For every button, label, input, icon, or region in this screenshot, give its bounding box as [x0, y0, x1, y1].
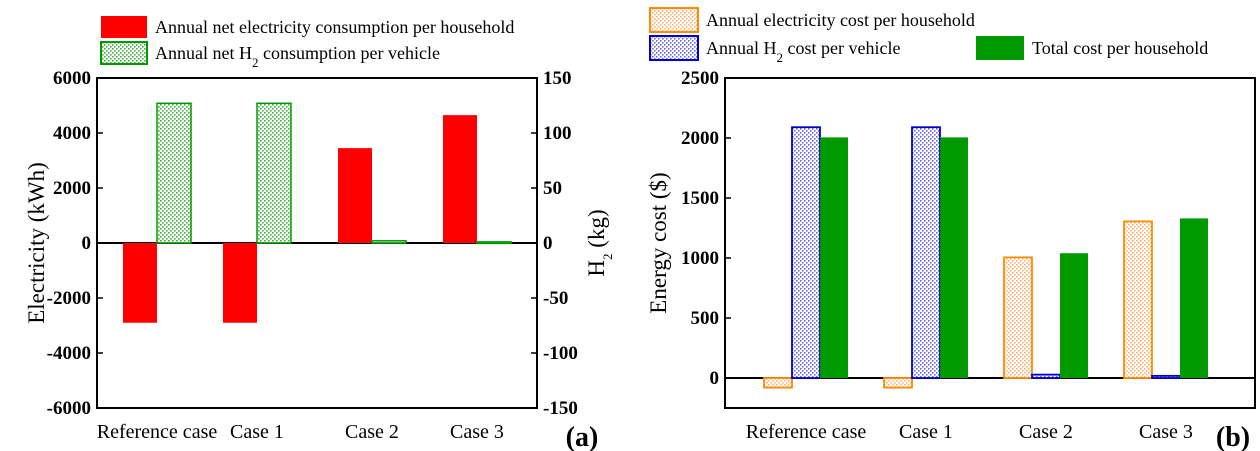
- chart-b-legend-swatch: [649, 7, 699, 33]
- chart-b-y-tick-label: 1000: [681, 248, 719, 269]
- chart-a-bars: [97, 102, 537, 323]
- chart-b-bar-case-2-h2: [1031, 373, 1061, 379]
- chart-b-bar-reference-case-total: [820, 137, 848, 378]
- chart-a-y-tick-label: 4000: [53, 123, 91, 144]
- chart-a-y-axis: -6000 -4000 -2000 0 2000 4000 6000: [47, 68, 103, 419]
- chart-a-y2-tick-label: 0: [543, 233, 553, 254]
- chart-b-legend-label: Annual electricity cost per household: [706, 10, 975, 30]
- chart-a-x-tick-label: Case 1: [230, 421, 284, 443]
- chart-a-y-tick-label: -6000: [47, 398, 91, 419]
- chart-b-x-tick-label: Case 3: [1139, 421, 1193, 443]
- chart-b-bar-case-3-h2: [1151, 374, 1181, 379]
- chart-a-y-tick-label: -4000: [47, 343, 91, 364]
- chart-b-y-tick-label: 0: [710, 368, 720, 389]
- chart-a-legend-swatch: [101, 16, 147, 38]
- chart-a-bar-reference-case-h2: [156, 102, 192, 244]
- chart-a-y2-tick-label: 50: [543, 178, 562, 199]
- chart-a-y-tick-label: 0: [82, 233, 92, 254]
- chart-b-bar-case-1-total: [940, 137, 968, 378]
- chart-b-plot-frame: [724, 77, 1256, 409]
- chart-a-x-tick-label: Case 3: [450, 421, 504, 443]
- chart-b-panel-label: (b): [1216, 422, 1250, 451]
- chart-b-bar-case-2-electricity: [1003, 256, 1033, 379]
- chart-a-y-tick-label: -2000: [47, 288, 91, 309]
- chart-b: Annual electricity cost per household Ann…: [646, 7, 1256, 451]
- chart-a-y2-tick-label: -150: [543, 398, 578, 419]
- chart-a-bar-case-2-electricity: [338, 148, 372, 243]
- chart-a-panel-label: (a): [566, 422, 599, 451]
- chart-b-y-tick-label: 2500: [681, 68, 719, 89]
- chart-b-y-axis-label: Energy cost ($): [646, 172, 671, 313]
- chart-b-y-tick-label: 500: [691, 308, 720, 329]
- chart-b-bars: [725, 126, 1255, 389]
- chart-b-legend-swatch: [976, 36, 1024, 60]
- chart-b-legend-label: Annual H2 cost per vehicle: [706, 38, 900, 65]
- chart-a-bar-case-2-h2: [371, 240, 407, 244]
- chart-b-bar-reference-case-electricity: [763, 377, 793, 389]
- chart-b-bar-case-1-h2: [911, 126, 941, 379]
- chart-b-x-tick-label: Case 1: [899, 421, 953, 443]
- chart-b-x-tick-label: Case 2: [1019, 421, 1073, 443]
- chart-a-legend-swatch: [100, 41, 148, 65]
- chart-b-x-axis: Reference case Case 1 Case 2 Case 3: [746, 421, 1193, 443]
- chart-a-y2-axis: -150 -100 -50 0 50 100 150: [531, 68, 578, 419]
- chart-b-legend-swatch: [649, 35, 699, 61]
- chart-a-bar-case-3-h2: [476, 241, 512, 245]
- chart-a-y2-tick-label: 150: [543, 68, 572, 89]
- chart-a-bar-case-1-h2: [256, 102, 292, 244]
- chart-b-bar-case-3-total: [1180, 218, 1208, 378]
- chart-a: Annual net electricity consumption per h…: [24, 16, 615, 451]
- chart-b-bar-case-1-electricity: [883, 377, 913, 389]
- chart-b-x-tick-label: Reference case: [746, 421, 867, 443]
- chart-a-legend-label: Annual net H2 consumption per vehicle: [155, 43, 440, 70]
- chart-a-y2-tick-label: -50: [543, 288, 568, 309]
- chart-b-bar-reference-case-h2: [791, 126, 821, 379]
- chart-a-y2-tick-label: -100: [543, 343, 578, 364]
- chart-b-y-tick-label: 1500: [681, 188, 719, 209]
- chart-a-x-tick-label: Reference case: [97, 421, 218, 443]
- chart-a-y-tick-label: 2000: [53, 178, 91, 199]
- chart-a-bar-case-3-electricity: [443, 115, 477, 243]
- chart-b-y-axis: 0 500 1000 1500 2000 2500: [681, 68, 731, 389]
- chart-a-y2-tick-label: 100: [543, 123, 572, 144]
- chart-a-legend-label: Annual net electricity consumption per h…: [155, 17, 514, 37]
- chart-b-bar-case-3-electricity: [1123, 220, 1153, 379]
- chart-a-y-axis-label: Electricity (kWh): [24, 162, 49, 324]
- chart-a-y2-axis-label: H2 (kg): [584, 209, 615, 276]
- chart-a-legend: Annual net electricity consumption per h…: [100, 16, 514, 70]
- chart-a-x-axis: Reference case Case 1 Case 2 Case 3: [97, 421, 504, 443]
- chart-a-y-tick-label: 6000: [53, 68, 91, 89]
- chart-b-y-tick-label: 2000: [681, 128, 719, 149]
- chart-b-bar-case-2-total: [1060, 253, 1088, 378]
- chart-b-legend-label: Total cost per household: [1032, 38, 1208, 58]
- chart-a-x-tick-label: Case 2: [345, 421, 399, 443]
- chart-a-bar-case-1-electricity: [223, 243, 257, 323]
- chart-b-legend: Annual electricity cost per household Ann…: [649, 7, 1208, 65]
- chart-a-bar-reference-case-electricity: [123, 243, 157, 323]
